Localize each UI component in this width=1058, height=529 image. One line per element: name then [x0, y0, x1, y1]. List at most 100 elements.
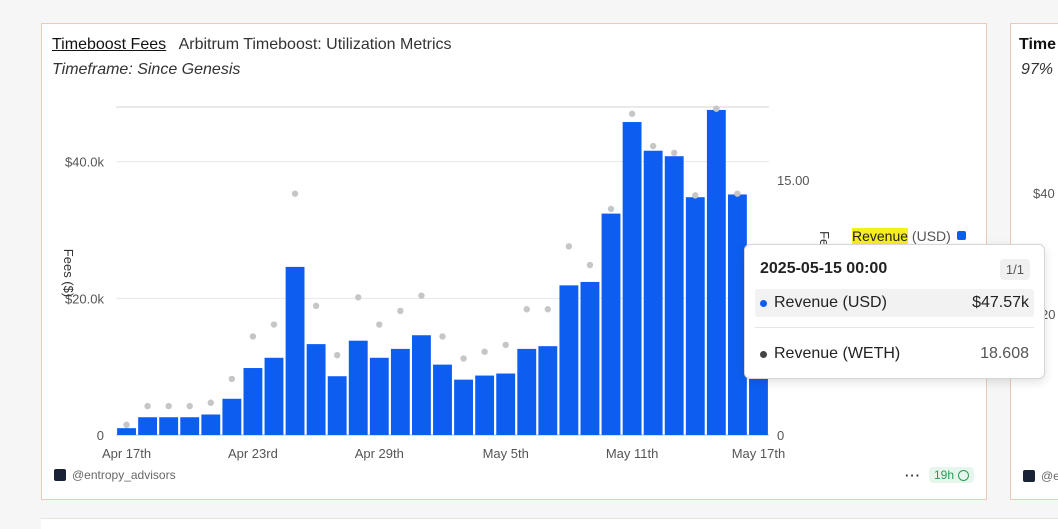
- next-card-author: @e: [1023, 469, 1058, 483]
- chart-bar: [264, 357, 284, 435]
- tooltip-row-value: 18.608: [980, 345, 1029, 362]
- chart-bar: [559, 285, 579, 435]
- more-options-icon[interactable]: ···: [904, 467, 921, 483]
- chart-title-link[interactable]: Timeboost Fees: [52, 36, 167, 53]
- y-axis-title: Fees ($): [61, 249, 76, 297]
- chart-bar: [643, 150, 663, 435]
- author-logo-icon: [54, 469, 66, 481]
- chart-bar: [727, 194, 747, 435]
- chart-legend[interactable]: Revenue (USD): [852, 228, 966, 244]
- chart-bar: [159, 417, 179, 435]
- x-tick-label: Apr 17th: [102, 446, 151, 461]
- chart-bar: [138, 417, 158, 435]
- chart-dot: [460, 355, 467, 362]
- chart-bar: [601, 213, 621, 435]
- chart-dot: [291, 190, 299, 197]
- x-tick-label: May 17th: [732, 446, 785, 461]
- next-card-author-name: @e: [1041, 469, 1058, 483]
- next-row-card: [41, 518, 1058, 529]
- check-circle-icon: [958, 469, 969, 481]
- card-footer-actions: ··· 19h: [905, 467, 974, 483]
- tooltip-row-label: Revenue (USD): [774, 294, 887, 311]
- tooltip-divider: [755, 327, 1034, 328]
- author-logo-icon: [1023, 470, 1035, 482]
- chart-bar: [517, 348, 537, 435]
- chart-bar: [454, 379, 473, 435]
- chart-bar: [306, 344, 326, 435]
- chart-bar: [580, 281, 600, 435]
- x-tick-label: May 11th: [606, 446, 659, 461]
- chart-bar: [412, 335, 431, 435]
- chart-bar: [538, 346, 558, 435]
- chart-dot: [376, 321, 383, 328]
- y-tick-label: $40.0k: [65, 155, 105, 170]
- chart-bar: [749, 376, 768, 435]
- next-card-subtitle: 97%: [1021, 61, 1054, 78]
- freshness-text: 19h: [933, 468, 954, 482]
- chart-bar: [433, 364, 452, 435]
- chart-bar: [117, 428, 136, 435]
- chart-bar: [222, 398, 242, 435]
- legend-swatch: [956, 231, 966, 240]
- next-card-title[interactable]: Time: [1019, 36, 1057, 53]
- chart-dot: [481, 348, 488, 355]
- chart-bar: [706, 109, 726, 436]
- legend-highlight: Revenue: [852, 228, 909, 244]
- chart-bar: [285, 266, 305, 435]
- chart-area: 0 $20.0k $40.0k 0 15.00 Apr 17th Apr 23rd Apr 2…: [61, 105, 832, 461]
- chart-dot: [249, 333, 257, 340]
- chart-dot: [207, 399, 214, 406]
- tooltip-row: Revenue (USD) $47.57k: [755, 289, 1034, 317]
- chart-dot: [186, 402, 193, 410]
- tooltip-row: Revenue (WETH) 18.608: [755, 340, 1034, 368]
- chart-tooltip: 2025-05-15 00:00 1/1 Revenue (USD) $47.5…: [744, 244, 1045, 379]
- y-tick-label: 0: [97, 428, 104, 443]
- y-tick-label: $20.0k: [65, 291, 105, 306]
- chart-bar: [685, 197, 705, 435]
- next-card-tick: $40: [1033, 186, 1055, 201]
- y2-axis-title: Fe: [817, 231, 832, 246]
- timeframe-label: Timeframe: Since Genesis: [52, 61, 241, 78]
- chart-dot: [165, 402, 172, 410]
- chart-dot: [586, 261, 594, 269]
- author-name: @entropy_advisors: [72, 468, 176, 482]
- chart-dot: [565, 243, 573, 250]
- tooltip-page: 1/1: [999, 259, 1030, 280]
- title-row: Timeboost Fees Arbitrum Timeboost: Utili…: [52, 36, 452, 54]
- chart-dot: [649, 142, 657, 150]
- chart-dot: [671, 149, 678, 157]
- chart-dot: [418, 292, 425, 299]
- chart-bar: [664, 156, 684, 435]
- tooltip-row-value: $47.57k: [972, 294, 1029, 311]
- series-bullet-icon: [760, 350, 767, 358]
- freshness-badge[interactable]: 19h: [928, 467, 974, 483]
- chart-dot: [228, 375, 236, 383]
- chart-dot: [439, 333, 446, 340]
- x-tick-label: May 5th: [483, 446, 529, 461]
- chart-dot: [607, 205, 615, 213]
- chart-bar: [622, 122, 642, 436]
- chart-dot: [270, 321, 278, 328]
- chart-bar: [369, 357, 389, 435]
- chart-dot: [333, 351, 341, 359]
- series-bullet-icon: [760, 299, 767, 307]
- chart-bar: [180, 417, 200, 435]
- x-tick-label: Apr 23rd: [228, 446, 278, 461]
- tooltip-date: 2025-05-15 00:00: [760, 260, 888, 277]
- chart-dot: [312, 302, 320, 310]
- chart-bar: [475, 375, 495, 435]
- chart-dot: [397, 307, 404, 315]
- chart-subtitle: Arbitrum Timeboost: Utilization Metrics: [178, 36, 452, 53]
- chart-dot: [628, 110, 636, 117]
- chart-dot: [123, 421, 130, 429]
- chart-bar: [327, 376, 347, 435]
- y2-tick-label: 15.00: [777, 173, 810, 188]
- chart-bar: [496, 373, 516, 435]
- chart-dot: [523, 306, 530, 313]
- chart-bar: [201, 414, 221, 435]
- chart-dot: [692, 192, 699, 199]
- x-tick-label: Apr 29th: [355, 446, 404, 461]
- author-credit[interactable]: @entropy_advisors: [54, 468, 176, 482]
- chart-dot: [713, 105, 720, 112]
- chart-dot: [144, 402, 151, 410]
